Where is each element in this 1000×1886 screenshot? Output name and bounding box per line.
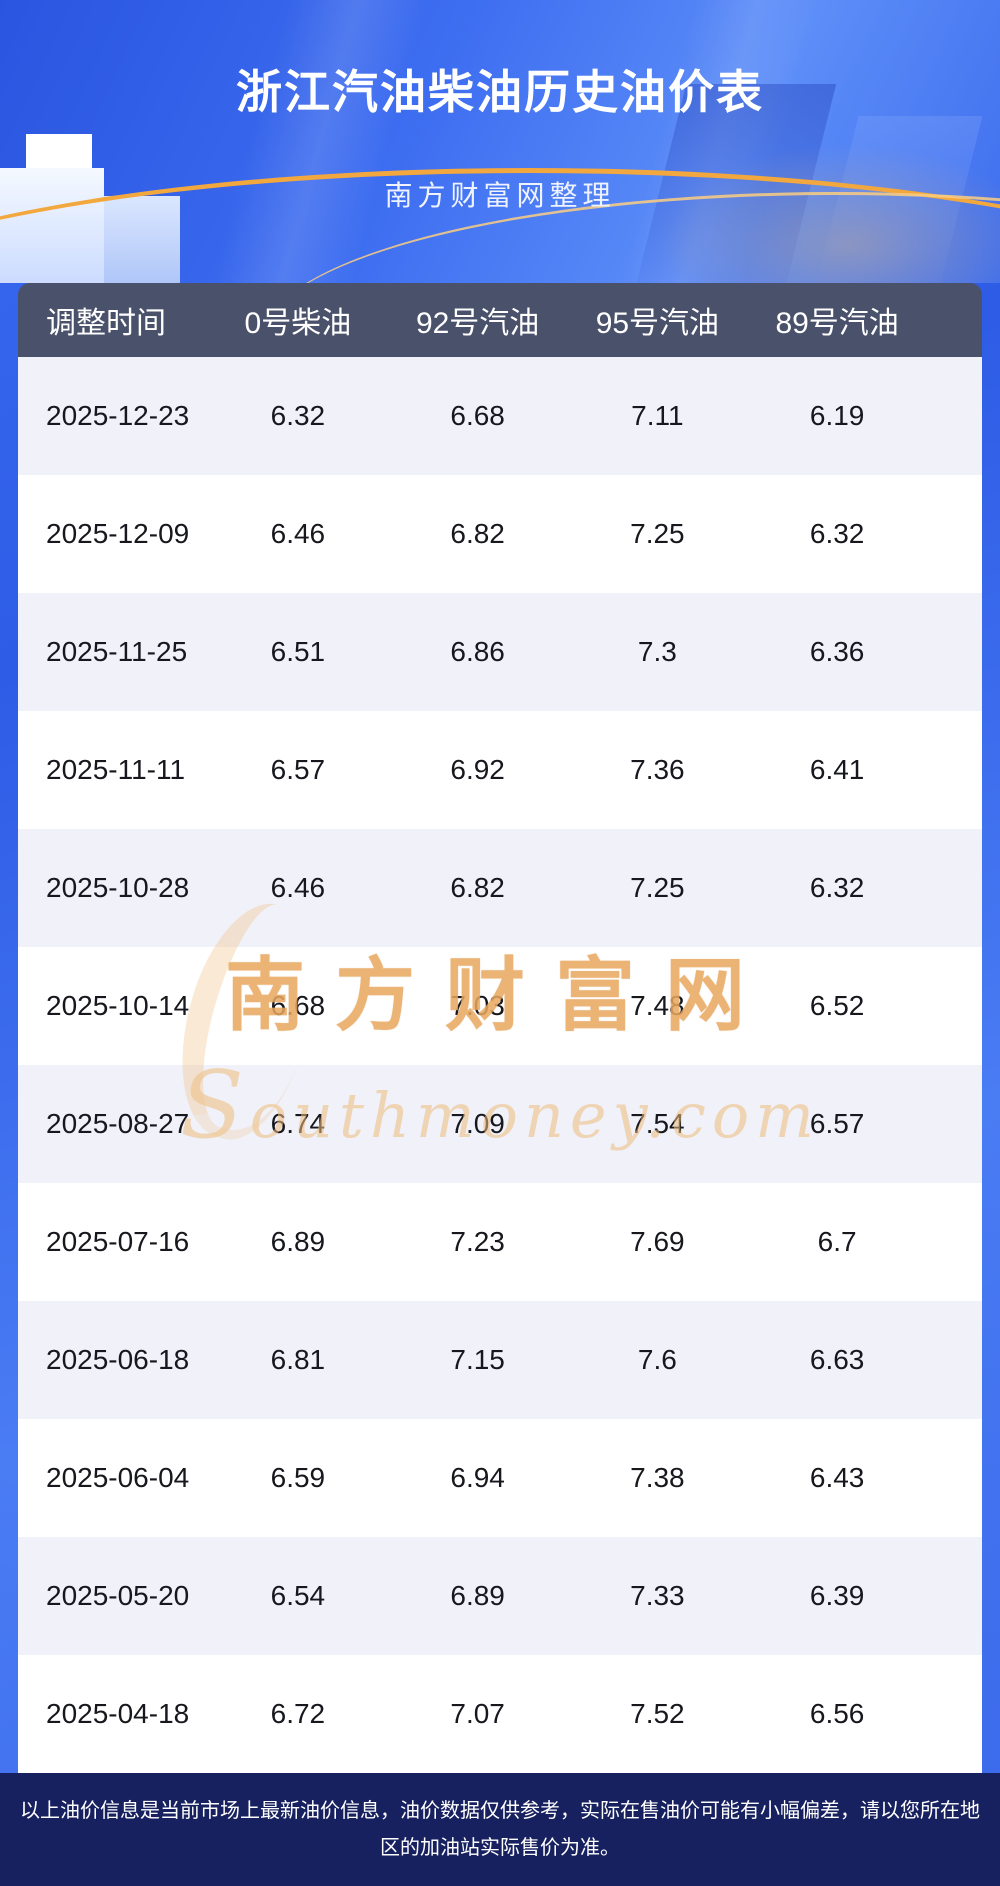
table-row: 2025-05-20 6.54 6.89 7.33 6.39 <box>18 1537 982 1655</box>
cell-value: 6.57 <box>809 1108 865 1139</box>
cell-value: 6.86 <box>450 636 505 667</box>
cell-value: 6.89 <box>270 1226 326 1257</box>
cell-value: 7.36 <box>630 754 685 785</box>
cell-value: 7.25 <box>630 518 685 549</box>
cell-value: 6.89 <box>450 1580 505 1611</box>
cell-value: 7.48 <box>630 990 685 1021</box>
cell-value: 6.68 <box>270 990 326 1021</box>
cell-value: 7.03 <box>450 990 505 1021</box>
cell-value: 6.32 <box>270 400 326 431</box>
table-row: 2025-10-14 6.68 7.03 7.48 6.52 <box>18 947 982 1065</box>
table-row: 2025-06-04 6.59 6.94 7.38 6.43 <box>18 1419 982 1537</box>
cell-value: 7.33 <box>630 1580 685 1611</box>
cell-value: 7.6 <box>637 1344 677 1375</box>
cell-value: 7.3 <box>637 636 677 667</box>
cell-value: 6.32 <box>809 872 865 903</box>
cell-value: 6.63 <box>809 1344 865 1375</box>
cell-value: 6.82 <box>450 872 505 903</box>
table-row: 2025-10-28 6.46 6.82 7.25 6.32 <box>18 829 982 947</box>
cell-value: 6.68 <box>450 400 505 431</box>
cell-date: 2025-10-28 <box>46 872 190 903</box>
cell-value: 7.09 <box>450 1108 505 1139</box>
column-header-gas89: 89号汽油 <box>775 307 899 340</box>
cell-value: 6.57 <box>270 754 326 785</box>
gold-arc <box>0 168 1000 283</box>
column-header-date: 调整时间 <box>46 307 166 340</box>
page-subtitle: 南方财富网整理 <box>384 180 616 211</box>
table-row: 2025-11-25 6.51 6.86 7.3 6.36 <box>18 593 982 711</box>
cell-date: 2025-04-18 <box>46 1698 190 1729</box>
cell-value: 6.54 <box>270 1580 326 1611</box>
cell-value: 6.7 <box>817 1226 857 1257</box>
cell-date: 2025-06-18 <box>46 1344 190 1375</box>
cell-value: 6.41 <box>809 754 865 785</box>
column-header-gas95: 95号汽油 <box>595 307 720 340</box>
cell-value: 7.23 <box>450 1226 505 1257</box>
cell-value: 7.11 <box>631 400 684 431</box>
table-row: 2025-11-11 6.57 6.92 7.36 6.41 <box>18 711 982 829</box>
cell-value: 6.59 <box>270 1462 326 1493</box>
cell-value: 6.46 <box>270 872 326 903</box>
cell-date: 2025-11-25 <box>46 636 188 667</box>
cell-value: 6.81 <box>270 1344 326 1375</box>
table-row: 2025-07-16 6.89 7.23 7.69 6.7 <box>18 1183 982 1301</box>
table-row: 2025-08-27 6.74 7.09 7.54 6.57 <box>18 1065 982 1183</box>
cell-value: 6.43 <box>809 1462 865 1493</box>
cell-date: 2025-07-16 <box>46 1226 190 1257</box>
header-banner: 浙江汽油柴油历史油价表 南方财富网整理 <box>0 0 1000 283</box>
cell-value: 6.36 <box>809 636 865 667</box>
column-header-diesel0: 0号柴油 <box>244 307 352 340</box>
cell-value: 6.94 <box>450 1462 505 1493</box>
table-row: 2025-04-18 6.72 7.07 7.52 6.56 <box>18 1655 982 1773</box>
hero-decoration-box <box>26 134 92 170</box>
cell-date: 2025-12-09 <box>46 518 190 549</box>
column-header-gas92: 92号汽油 <box>415 307 540 340</box>
cell-date: 2025-11-11 <box>46 754 186 785</box>
cell-date: 2025-05-20 <box>46 1580 190 1611</box>
table-row: 2025-12-23 6.32 6.68 7.11 6.19 <box>18 357 982 475</box>
cell-value: 6.72 <box>270 1698 326 1729</box>
page-title: 浙江汽油柴油历史油价表 <box>236 66 764 118</box>
table-header-row: 调整时间 0号柴油 92号汽油 95号汽油 89号汽油 <box>18 283 982 357</box>
cell-value: 6.46 <box>270 518 326 549</box>
cell-value: 6.52 <box>809 990 865 1021</box>
cell-value: 7.07 <box>450 1698 505 1729</box>
footer-disclaimer: 以上油价信息是当前市场上最新油价信息，油价数据仅供参考，实际在售油价可能有小幅偏… <box>0 1773 1000 1886</box>
cell-value: 6.19 <box>809 400 865 431</box>
cell-value: 6.92 <box>450 754 505 785</box>
table-body: 2025-12-23 6.32 6.68 7.11 6.19 2025-12-0… <box>18 357 982 1773</box>
cell-value: 7.15 <box>450 1344 505 1375</box>
cell-value: 7.38 <box>630 1462 685 1493</box>
table-row: 2025-06-18 6.81 7.15 7.6 6.63 <box>18 1301 982 1419</box>
cell-value: 6.32 <box>809 518 865 549</box>
cell-date: 2025-06-04 <box>46 1462 190 1493</box>
cell-value: 6.39 <box>809 1580 865 1611</box>
cell-value: 6.56 <box>809 1698 865 1729</box>
cell-date: 2025-08-27 <box>46 1108 190 1139</box>
cell-date: 2025-10-14 <box>46 990 190 1021</box>
cell-value: 6.82 <box>450 518 505 549</box>
price-table: 调整时间 0号柴油 92号汽油 95号汽油 89号汽油 2025-12-23 6… <box>18 283 982 1773</box>
cell-value: 6.51 <box>270 636 326 667</box>
cell-value: 6.74 <box>270 1108 326 1139</box>
cell-value: 7.69 <box>630 1226 685 1257</box>
cell-value: 7.52 <box>630 1698 685 1729</box>
cell-value: 7.54 <box>630 1108 685 1139</box>
table-row: 2025-12-09 6.46 6.82 7.25 6.32 <box>18 475 982 593</box>
cell-date: 2025-12-23 <box>46 400 190 431</box>
cell-value: 7.25 <box>630 872 685 903</box>
footer-disclaimer-text: 以上油价信息是当前市场上最新油价信息，油价数据仅供参考，实际在售油价可能有小幅偏… <box>20 1799 980 1859</box>
